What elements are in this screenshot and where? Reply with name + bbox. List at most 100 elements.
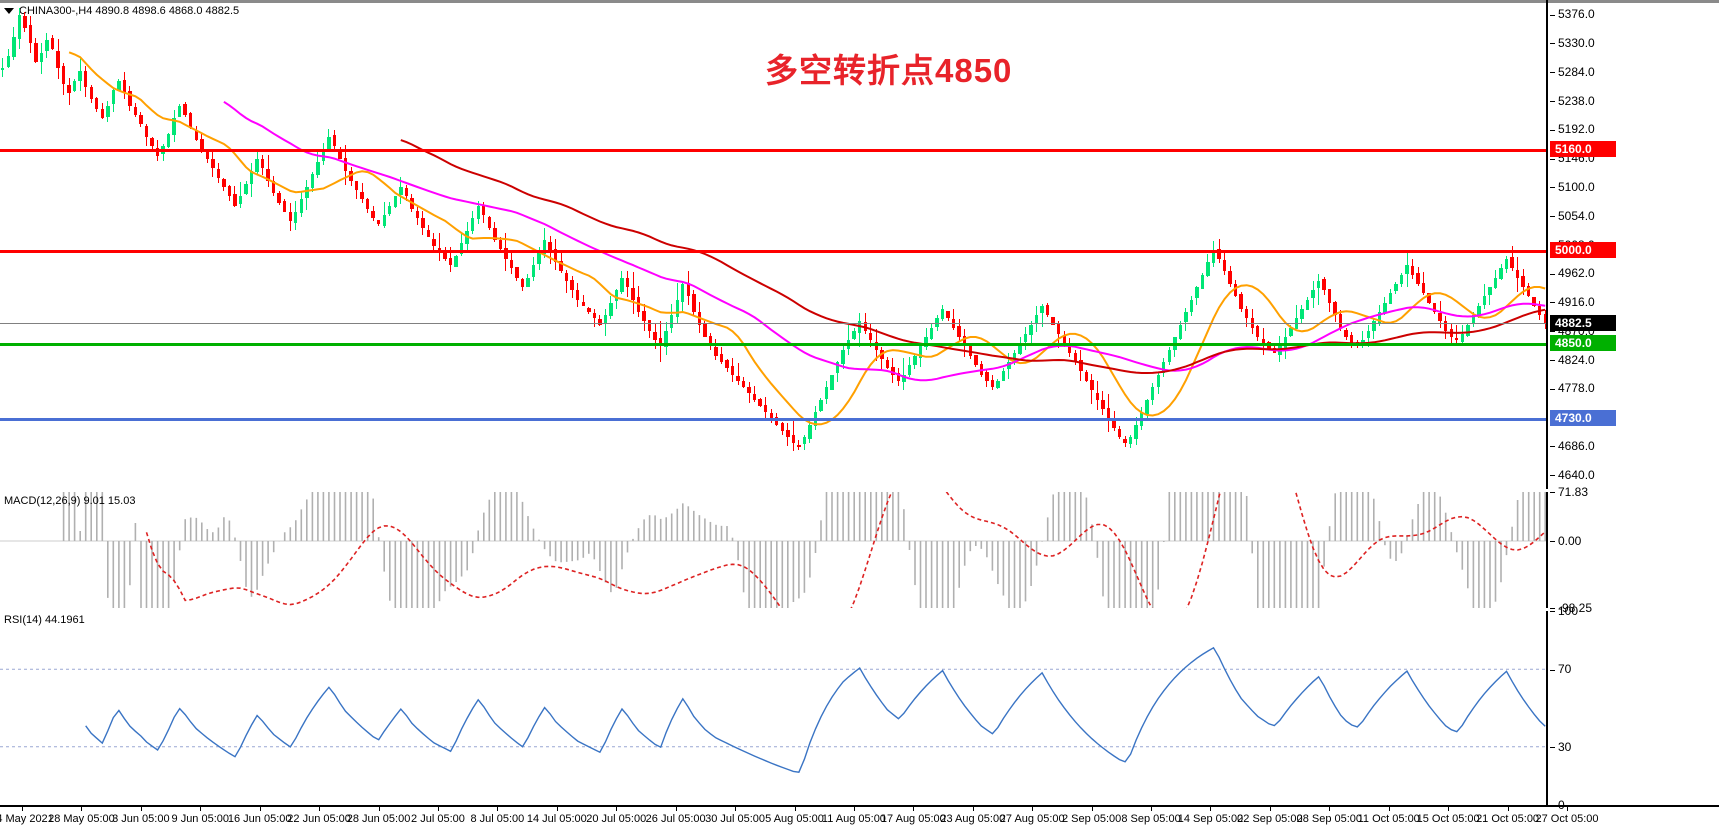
candle-body[interactable] [294, 211, 298, 224]
candle-body[interactable] [482, 206, 486, 216]
candle-body[interactable] [692, 293, 696, 313]
candle-body[interactable] [271, 181, 276, 194]
candle-body[interactable] [564, 273, 569, 281]
candle-body[interactable] [338, 148, 342, 159]
candle-body[interactable] [1333, 302, 1337, 316]
candle-body[interactable] [139, 115, 143, 125]
candle-body[interactable] [1018, 343, 1022, 354]
candle-body[interactable] [39, 52, 44, 63]
candle-body[interactable] [786, 430, 790, 438]
candle-body[interactable] [6, 55, 10, 68]
candle-body[interactable] [205, 151, 210, 159]
candle-body[interactable] [1305, 299, 1310, 310]
candle-body[interactable] [924, 337, 928, 347]
candle-body[interactable] [929, 327, 934, 339]
candle-body[interactable] [432, 238, 436, 247]
candle-body[interactable] [1283, 337, 1288, 349]
candle-body[interactable] [421, 218, 425, 228]
candle-body[interactable] [520, 279, 525, 288]
candle-body[interactable] [830, 374, 834, 390]
candle-body[interactable] [614, 290, 619, 301]
candle-body[interactable] [719, 353, 724, 363]
candle-body[interactable] [45, 40, 49, 52]
candle-body[interactable] [1399, 274, 1404, 284]
candle-body[interactable] [360, 192, 364, 200]
last-price-4882-badge[interactable]: 4882.5 [1550, 314, 1616, 331]
candle-body[interactable] [576, 289, 580, 300]
candle-body[interactable] [222, 179, 226, 187]
candle-body[interactable] [1421, 282, 1426, 294]
candle-body[interactable] [819, 399, 823, 411]
candle-body[interactable] [531, 265, 536, 277]
candle-body[interactable] [117, 80, 121, 91]
candle-body[interactable] [1101, 399, 1105, 409]
candle-body[interactable] [111, 90, 116, 105]
candle-body[interactable] [990, 380, 995, 388]
candle-body[interactable] [388, 205, 392, 215]
candle-body[interactable] [918, 346, 923, 358]
candle-body[interactable] [1405, 265, 1409, 274]
candle-body[interactable] [1510, 257, 1514, 269]
candle-body[interactable] [1090, 380, 1094, 391]
candle-body[interactable] [470, 218, 475, 231]
candle-body[interactable] [509, 259, 514, 269]
candle-body[interactable] [1521, 275, 1525, 287]
candle-body[interactable] [1543, 313, 1546, 323]
candle-body[interactable] [376, 220, 381, 225]
candle-body[interactable] [703, 323, 707, 338]
candle-body[interactable] [238, 196, 243, 204]
candle-body[interactable] [1123, 439, 1127, 444]
candle-body[interactable] [321, 149, 326, 162]
candle-body[interactable] [1427, 293, 1431, 303]
candle-body[interactable] [1388, 293, 1393, 304]
candle-body[interactable] [1256, 326, 1260, 338]
candle-body[interactable] [658, 337, 663, 347]
candle-body[interactable] [327, 136, 331, 150]
candle-body[interactable] [504, 248, 508, 259]
candle-body[interactable] [128, 91, 132, 106]
candle-body[interactable] [609, 302, 613, 316]
candle-body[interactable] [1084, 372, 1089, 381]
candle-body[interactable] [1029, 324, 1033, 335]
candle-body[interactable] [1526, 285, 1531, 297]
candle-body[interactable] [714, 346, 718, 356]
candle-body[interactable] [1460, 333, 1464, 343]
candle-body[interactable] [515, 267, 519, 278]
candle-body[interactable] [354, 181, 359, 191]
candle-body[interactable] [244, 183, 248, 195]
candle-body[interactable] [1106, 408, 1111, 419]
candle-body[interactable] [587, 308, 591, 313]
candle-body[interactable] [1338, 313, 1343, 328]
candle-body[interactable] [67, 85, 71, 94]
candle-body[interactable] [1471, 315, 1476, 323]
candle-body[interactable] [382, 215, 386, 227]
candle-body[interactable] [1311, 290, 1315, 298]
candle-body[interactable] [1211, 249, 1216, 263]
candle-body[interactable] [498, 239, 503, 250]
candle-body[interactable] [824, 387, 829, 399]
candle-body[interactable] [570, 280, 574, 291]
candle-body[interactable] [1350, 335, 1354, 344]
candle-body[interactable] [1377, 312, 1382, 323]
candle-body[interactable] [426, 229, 431, 237]
candle-body[interactable] [741, 381, 746, 388]
candle-body[interactable] [1300, 308, 1304, 319]
candle-body[interactable] [1195, 287, 1199, 299]
candle-body[interactable] [310, 174, 315, 188]
candle-body[interactable] [83, 71, 88, 87]
candle-body[interactable] [1200, 274, 1205, 289]
candle-body[interactable] [1167, 349, 1171, 362]
candle-body[interactable] [34, 42, 38, 62]
candle-body[interactable] [559, 260, 563, 272]
candle-body[interactable] [1244, 309, 1249, 319]
candle-body[interactable] [598, 319, 602, 325]
candle-body[interactable] [1344, 329, 1348, 338]
candle-body[interactable] [1327, 288, 1332, 303]
candle-body[interactable] [1217, 249, 1221, 259]
candle-body[interactable] [1477, 305, 1481, 315]
candle-body[interactable] [791, 434, 796, 444]
price-level-line-5160[interactable] [0, 149, 1546, 153]
candle-body[interactable] [907, 365, 912, 376]
candle-body[interactable] [957, 325, 961, 338]
candle-body[interactable] [1394, 283, 1398, 292]
